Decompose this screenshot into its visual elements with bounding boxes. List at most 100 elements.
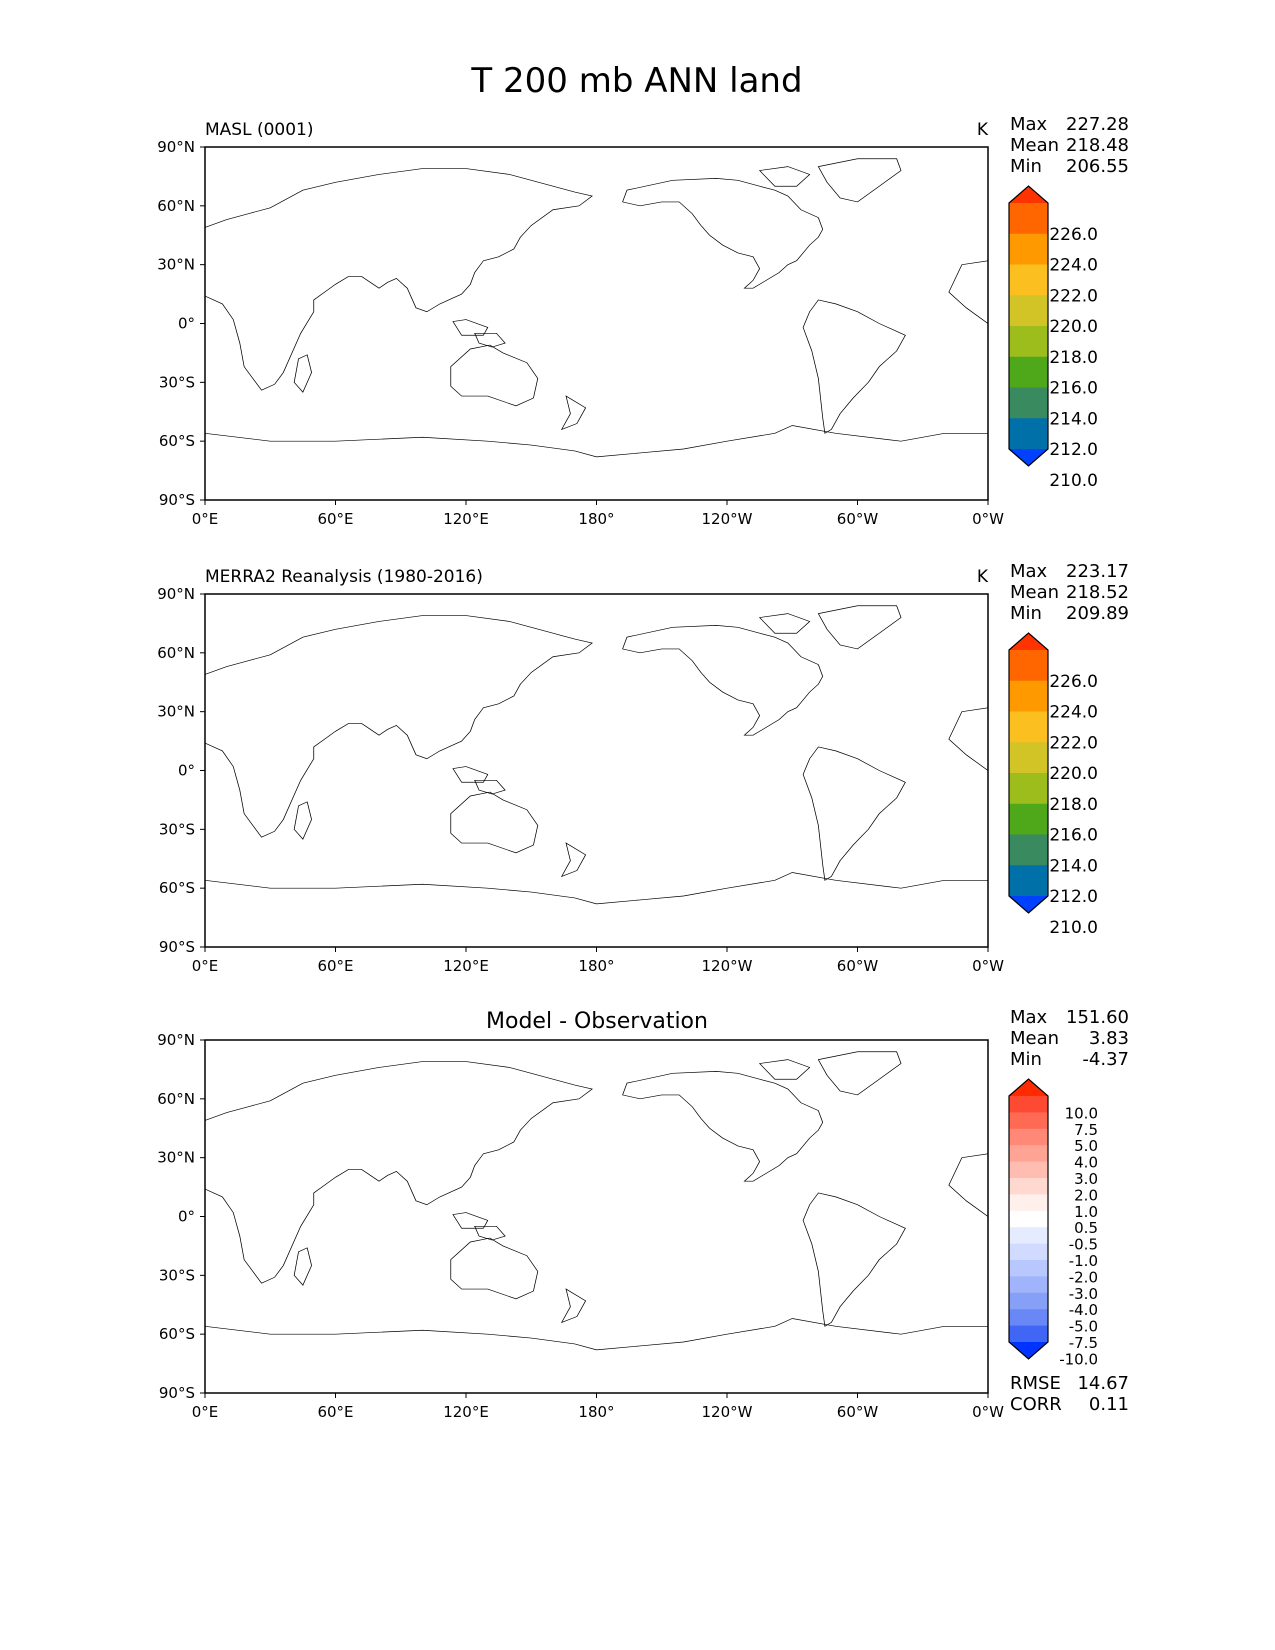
stat-label: Min: [1010, 156, 1042, 177]
stat-label: Mean: [1010, 1028, 1059, 1049]
lon-tick-label: 60°E: [317, 1403, 353, 1421]
lat-tick-label: 90°S: [159, 938, 195, 956]
colorbar-swatch: [1009, 711, 1048, 743]
colorbar-label: 2.0: [1074, 1186, 1098, 1204]
colorbar-outline: [1008, 632, 1049, 914]
colorbar-swatch: [1009, 295, 1048, 327]
lat-tick-label: 0°: [178, 1208, 195, 1226]
lon-tick-label: 0°W: [972, 957, 1004, 975]
lon-tick-label: 60°E: [317, 510, 353, 528]
colorbar-label: 4.0: [1074, 1154, 1098, 1172]
colorbar-swatch: [1009, 1292, 1048, 1310]
colorbar-label: 220.0: [1049, 317, 1098, 337]
colorbar-swatch: [1009, 203, 1048, 235]
colorbar-label: 7.5: [1074, 1121, 1098, 1139]
colorbar-swatch: [1009, 1243, 1048, 1261]
lon-tick-label: 120°E: [443, 957, 489, 975]
colorbar-label: 222.0: [1049, 733, 1098, 753]
colorbar-label: 226.0: [1049, 672, 1098, 692]
lon-tick-label: 60°W: [837, 957, 879, 975]
lon-tick-label: 120°W: [702, 957, 753, 975]
colorbar-label: 3.0: [1074, 1170, 1098, 1188]
colorbar-swatch: [1009, 1194, 1048, 1212]
stat-label: Mean: [1010, 135, 1059, 156]
map-background: [205, 147, 988, 500]
colorbar-label: -3.0: [1069, 1285, 1098, 1303]
colorbar-test: 226.0 224.0 222.0 220.0 218.0 216.0 214.0 212.0…: [1008, 185, 1098, 491]
lat-tick-label: 30°N: [157, 1149, 195, 1167]
colorbar-swatch: [1009, 1325, 1048, 1343]
map-test: [203, 146, 990, 502]
colorbar-swatch: [1009, 387, 1048, 419]
stat-label: Min: [1010, 603, 1042, 624]
lon-tick-label: 0°W: [972, 1403, 1004, 1421]
lon-tick-label: 180°: [578, 957, 614, 975]
lat-tick-label: 90°N: [157, 1031, 195, 1049]
map-diff: [203, 1039, 990, 1395]
lat-tick-label: 60°S: [159, 1325, 195, 1343]
lat-tick-label: 90°N: [157, 138, 195, 156]
colorbar-label: 226.0: [1049, 225, 1098, 245]
colorbar-swatch: [1009, 1227, 1048, 1245]
lat-tick-label: 30°S: [159, 1266, 195, 1284]
panel-ref: 90°N 60°N 30°N 0° 30°S 60°S 90°S0°E 60°E 120°E 18…: [157, 561, 1129, 975]
colorbar-label: 212.0: [1049, 440, 1098, 460]
lat-tick-label: 30°N: [157, 703, 195, 721]
units-label: K: [977, 567, 989, 587]
colorbar-swatch: [1009, 773, 1048, 805]
colorbar-outline: [1008, 1078, 1049, 1360]
stat-value: -4.37: [1082, 1049, 1129, 1070]
map-background: [205, 1040, 988, 1393]
stat-value: 151.60: [1066, 1007, 1129, 1028]
lon-tick-label: 120°W: [702, 1403, 753, 1421]
colorbar-label: 216.0: [1049, 379, 1098, 399]
stat-value: 3.83: [1089, 1028, 1129, 1049]
panel-diff: 90°N 60°N 30°N 0° 30°S 60°S 90°S0°E 60°E 120°E 18…: [157, 1007, 1129, 1421]
colorbar-swatch: [1009, 1309, 1048, 1327]
colorbar-label: 212.0: [1049, 887, 1098, 907]
lat-tick-label: 60°N: [157, 197, 195, 215]
lat-tick-label: 90°S: [159, 491, 195, 509]
colorbar-label: 216.0: [1049, 826, 1098, 846]
colorbar-swatch: [1009, 650, 1048, 682]
corr-value: 0.11: [1089, 1394, 1129, 1415]
colorbar-swatch: [1009, 1128, 1048, 1146]
lon-tick-label: 60°E: [317, 957, 353, 975]
stat-label: Max: [1010, 114, 1048, 135]
colorbar-label: -10.0: [1059, 1350, 1098, 1368]
colorbar-swatch: [1009, 1276, 1048, 1294]
corr-label: CORR: [1010, 1394, 1062, 1415]
lon-tick-label: 0°W: [972, 510, 1004, 528]
rmse-label: RMSE: [1010, 1373, 1061, 1394]
colorbar-label: 220.0: [1049, 764, 1098, 784]
colorbar-swatch: [1009, 803, 1048, 835]
lat-tick-label: 90°S: [159, 1384, 195, 1402]
panel-test: 90°N 60°N 30°N 0° 30°S 60°S 90°S0°E 60°E 120°E 18…: [157, 114, 1129, 528]
stat-value: 223.17: [1066, 561, 1129, 582]
colorbar-swatch: [1009, 1260, 1048, 1277]
lat-tick-label: 30°S: [159, 820, 195, 838]
colorbar-swatch: [1009, 834, 1048, 866]
colorbar-label: 5.0: [1074, 1137, 1098, 1155]
stat-value: 206.55: [1066, 156, 1129, 177]
lon-tick-label: 180°: [578, 510, 614, 528]
lat-tick-label: 30°S: [159, 373, 195, 391]
colorbar-label: 218.0: [1049, 795, 1098, 815]
lon-tick-label: 60°W: [837, 510, 879, 528]
colorbar-label: -2.0: [1069, 1268, 1098, 1286]
lat-tick-label: 90°N: [157, 585, 195, 603]
colorbar-diff: 10.07.55.04.03.02.01.00.5-0.5-1.0-2.0-3.…: [1008, 1078, 1098, 1368]
colorbar-swatch: [1009, 356, 1048, 388]
colorbar-ref: 226.0 224.0 222.0 220.0 218.0 216.0 214.0 212.0…: [1008, 632, 1098, 938]
colorbar-label: 210.0: [1049, 471, 1098, 491]
colorbar-swatch: [1009, 326, 1048, 358]
colorbar-label: 222.0: [1049, 286, 1098, 306]
figure-title: T 200 mb ANN land: [470, 61, 802, 101]
colorbar-outline: [1008, 185, 1049, 467]
colorbar-swatch: [1009, 264, 1048, 296]
panel-title: MERRA2 Reanalysis (1980-2016): [205, 567, 483, 587]
stat-label: Min: [1010, 1049, 1042, 1070]
lat-tick-label: 60°N: [157, 1090, 195, 1108]
colorbar-swatch: [1009, 1145, 1048, 1163]
